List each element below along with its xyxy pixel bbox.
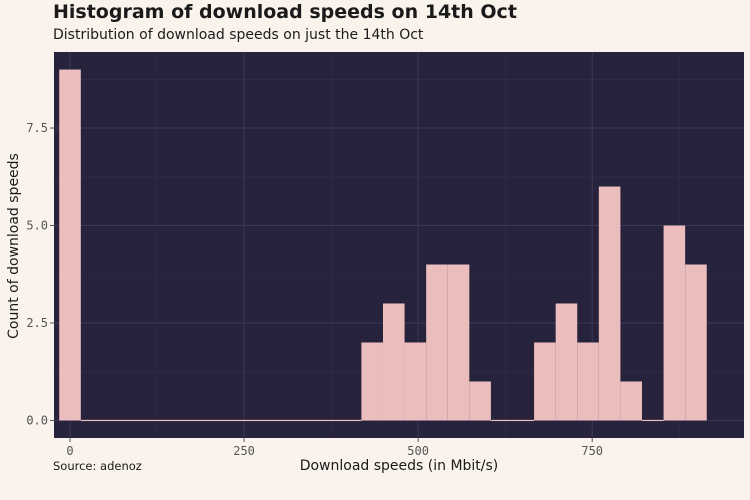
histogram-bar [685, 264, 707, 421]
histogram-bar [296, 419, 319, 422]
histogram-bar [404, 342, 427, 421]
histogram-bar [145, 419, 168, 422]
y-axis-label: Count of download speeds [6, 153, 22, 339]
histogram-bar [663, 225, 686, 421]
histogram-bar [447, 264, 470, 421]
chart-subtitle: Distribution of download speeds on just … [53, 27, 424, 43]
histogram-bar [210, 419, 232, 422]
histogram-bar [512, 419, 535, 422]
histogram-bar [339, 419, 362, 422]
histogram-bar [426, 264, 448, 421]
histogram-bar [275, 419, 297, 422]
chart-title: Histogram of download speeds on 14th Oct [53, 1, 517, 23]
histogram-bar [102, 419, 124, 422]
histogram-bar [577, 342, 599, 421]
histogram-bar [361, 342, 383, 421]
histogram-bar [641, 419, 664, 422]
x-tick-label: 0 [66, 444, 73, 458]
x-tick-label: 750 [581, 444, 603, 458]
histogram-bar [59, 69, 81, 421]
y-tick-label: 0.0 [26, 413, 48, 427]
y-tick-label: 5.0 [26, 219, 48, 233]
x-tick-label: 250 [233, 444, 255, 458]
histogram-bar [318, 419, 340, 422]
histogram-bar [490, 419, 513, 422]
histogram-bar [534, 342, 556, 421]
histogram-bar [253, 419, 276, 422]
histogram-bar [598, 186, 621, 421]
histogram-bar [188, 419, 211, 422]
histogram-bar [555, 303, 578, 421]
y-tick-label: 2.5 [26, 316, 48, 330]
y-tick-label: 7.5 [26, 121, 48, 135]
histogram-bar [123, 419, 146, 422]
histogram-bar [382, 303, 405, 421]
x-axis-label: Download speeds (in Mbit/s) [299, 458, 499, 474]
x-tick-label: 500 [407, 444, 429, 458]
bars [59, 69, 707, 422]
histogram-bar [167, 419, 189, 422]
histogram-bar [231, 419, 254, 422]
chart-caption: Source: adenoz [53, 459, 142, 473]
histogram-bar [620, 381, 642, 421]
axis-ticks: 0 250 500 750 0.0 2.5 5.0 7.5 [26, 121, 603, 458]
histogram-bar [80, 419, 103, 422]
histogram-bar [469, 381, 491, 421]
